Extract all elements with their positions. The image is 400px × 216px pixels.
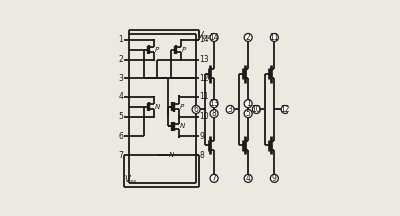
Text: 8: 8 xyxy=(212,109,216,118)
Circle shape xyxy=(210,174,218,182)
Text: 4: 4 xyxy=(118,92,123,101)
Text: 11: 11 xyxy=(200,92,209,101)
Circle shape xyxy=(244,174,252,182)
Circle shape xyxy=(210,33,218,41)
Text: 10: 10 xyxy=(252,105,261,114)
Text: 4: 4 xyxy=(246,174,250,183)
Text: $V_{DD}$: $V_{DD}$ xyxy=(197,30,214,42)
Text: 14: 14 xyxy=(200,35,209,44)
Text: 1: 1 xyxy=(246,99,250,108)
Circle shape xyxy=(210,100,218,108)
Text: 3: 3 xyxy=(118,74,123,83)
Text: 2: 2 xyxy=(118,55,123,64)
Text: 5: 5 xyxy=(118,112,123,121)
Circle shape xyxy=(281,105,289,113)
Text: 7: 7 xyxy=(118,151,123,160)
Text: N: N xyxy=(155,104,160,110)
Text: 7: 7 xyxy=(212,174,216,183)
Text: $V_{ss}$: $V_{ss}$ xyxy=(124,174,138,186)
Text: 10: 10 xyxy=(200,112,209,121)
Text: N: N xyxy=(180,123,185,129)
Text: 5: 5 xyxy=(246,109,250,118)
Circle shape xyxy=(270,33,278,41)
Circle shape xyxy=(252,105,260,113)
Text: 6: 6 xyxy=(118,132,123,141)
Circle shape xyxy=(270,174,278,182)
Text: N: N xyxy=(169,152,174,158)
Text: 8: 8 xyxy=(200,151,204,160)
Text: 2: 2 xyxy=(246,33,250,42)
Circle shape xyxy=(226,105,234,113)
Circle shape xyxy=(244,33,252,41)
Circle shape xyxy=(210,110,218,118)
Text: 12: 12 xyxy=(200,74,209,83)
Text: 6: 6 xyxy=(194,105,198,114)
Text: 13: 13 xyxy=(209,99,219,108)
Text: 14: 14 xyxy=(209,33,219,42)
Text: P: P xyxy=(182,47,186,53)
Text: 12: 12 xyxy=(280,105,290,114)
Text: P: P xyxy=(180,104,184,110)
Circle shape xyxy=(192,105,200,113)
Text: 3: 3 xyxy=(228,105,233,114)
Text: 9: 9 xyxy=(200,132,204,141)
Text: P: P xyxy=(155,47,159,53)
Circle shape xyxy=(244,100,252,108)
Text: 1: 1 xyxy=(118,35,123,44)
Text: 9: 9 xyxy=(272,174,277,183)
Text: 13: 13 xyxy=(200,55,209,64)
Circle shape xyxy=(244,110,252,118)
Text: 11: 11 xyxy=(270,33,279,42)
